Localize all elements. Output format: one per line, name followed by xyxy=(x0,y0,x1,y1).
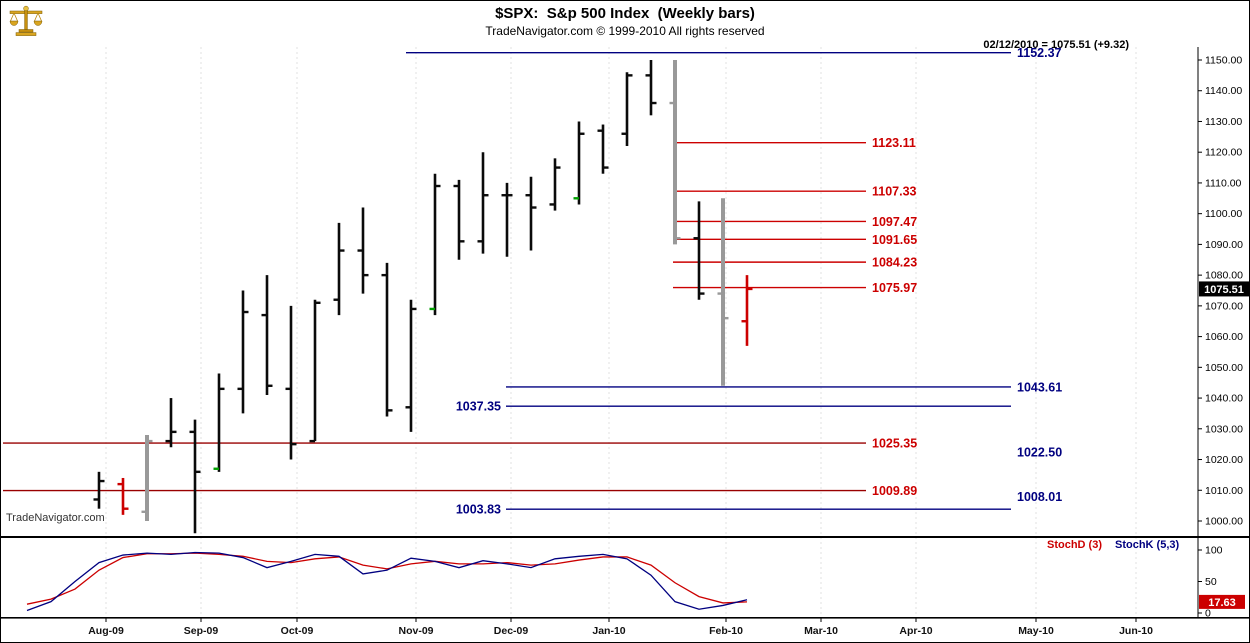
y-tick-label: 1030.00 xyxy=(1205,423,1243,435)
y-tick-label: 1010.00 xyxy=(1205,485,1243,497)
y-tick-label: 1040.00 xyxy=(1205,393,1243,405)
stoch-tick-label: 50 xyxy=(1205,576,1217,588)
legend-stochd-label[interactable]: StochD (3) xyxy=(1047,539,1102,551)
target-level-label: 1003.83 xyxy=(456,503,501,517)
legend-stochk-label[interactable]: StochK (5,3) xyxy=(1115,539,1180,551)
target-level-label: 1022.50 xyxy=(1017,445,1062,459)
retracement-level-label: 1097.47 xyxy=(872,215,917,229)
stoch-value-badge xyxy=(1199,594,1245,609)
y-tick-label: 1130.00 xyxy=(1205,116,1242,128)
x-tick-label: Jun-10 xyxy=(1119,625,1153,637)
y-tick-label: 1150.00 xyxy=(1205,55,1242,67)
retracement-level-label: 1084.23 xyxy=(872,256,917,270)
y-tick-label: 1050.00 xyxy=(1205,362,1243,374)
y-tick-label: 1140.00 xyxy=(1205,85,1242,97)
last-price-badge-text: 1075.51 xyxy=(1204,284,1244,296)
x-tick-label: Oct-09 xyxy=(281,625,314,637)
panel-separator xyxy=(1,536,1249,538)
x-tick-label: Aug-09 xyxy=(88,625,124,637)
x-tick-label: Dec-09 xyxy=(494,625,529,637)
target-level-label: 1037.35 xyxy=(456,400,501,414)
x-axis-line xyxy=(1,617,1249,619)
x-tick-label: Feb-10 xyxy=(709,625,743,637)
y-tick-label: 1090.00 xyxy=(1205,239,1243,251)
retracement-level-label: 1091.65 xyxy=(872,233,917,247)
stochk-line xyxy=(26,551,748,612)
page-title: $SPX: S&p 500 Index (Weekly bars) xyxy=(495,5,755,22)
target-level-label: 1008.01 xyxy=(1017,490,1062,504)
tradenavigator-logo scales-icon xyxy=(6,4,46,43)
x-tick-label: Apr-10 xyxy=(899,625,932,637)
retracement-level-label: 1123.11 xyxy=(872,136,916,150)
y-tick-label: 1060.00 xyxy=(1205,331,1243,343)
y-tick-label: 1120.00 xyxy=(1205,147,1242,159)
last-price-badge xyxy=(1199,281,1249,297)
x-tick-label: Nov-09 xyxy=(398,625,433,637)
target-level-label: 1152.37 xyxy=(1017,46,1062,60)
retracement-level-label: 1107.33 xyxy=(872,185,917,199)
y-tick-label: 1080.00 xyxy=(1205,270,1243,282)
y-tick-label: 1100.00 xyxy=(1205,208,1242,220)
support-level-label: 1025.35 xyxy=(872,437,917,451)
stochd-line xyxy=(26,552,748,605)
support-level-label: 1009.89 xyxy=(872,484,917,498)
copyright-text: TradeNavigator.com © 1999-2010 All right… xyxy=(485,24,765,38)
watermark: TradeNavigator.com xyxy=(6,512,105,524)
y-tick-label: 1000.00 xyxy=(1205,515,1243,527)
y-tick-label: 1110.00 xyxy=(1205,177,1242,189)
x-tick-label: Jan-10 xyxy=(592,625,625,637)
x-tick-label: Sep-09 xyxy=(184,625,219,637)
x-tick-label: May-10 xyxy=(1018,625,1054,637)
retracement-level-label: 1075.97 xyxy=(872,281,917,295)
stoch-badge-text: 17.63 xyxy=(1208,597,1236,609)
last-quote-text: 02/12/2010 = 1075.51 (+9.32) xyxy=(983,39,1129,51)
stoch-tick-label: 100 xyxy=(1205,545,1223,557)
y-tick-label: 1070.00 xyxy=(1205,300,1243,312)
target-level-label: 1043.61 xyxy=(1017,380,1062,394)
stoch-tick-label: 0 xyxy=(1205,608,1211,620)
y-tick-label: 1020.00 xyxy=(1205,454,1243,466)
x-tick-label: Mar-10 xyxy=(804,625,838,637)
